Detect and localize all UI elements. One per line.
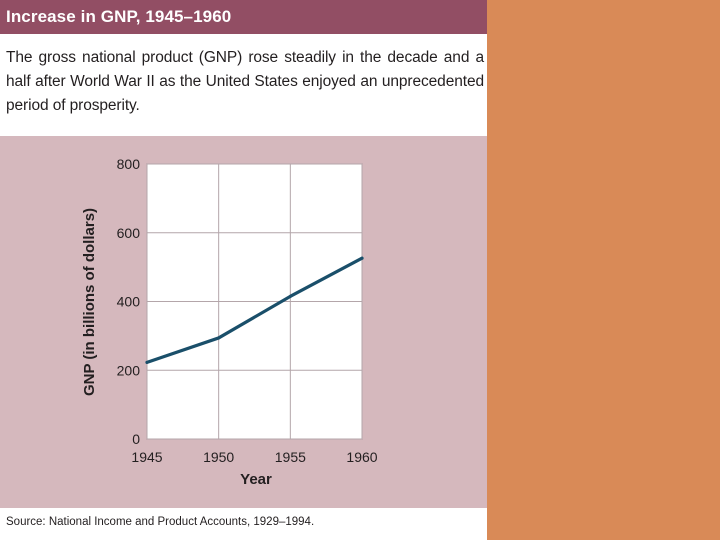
x-tick-label: 1960 xyxy=(346,449,377,465)
y-tick-label: 800 xyxy=(117,156,141,172)
y-axis-label: GNP (in billions of dollars) xyxy=(81,208,98,396)
gnp-data-point xyxy=(145,360,149,364)
x-tick-label: 1950 xyxy=(203,449,234,465)
x-tick-label: 1955 xyxy=(275,449,306,465)
source-note: Source: National Income and Product Acco… xyxy=(6,516,315,528)
figure-caption: The gross national product (GNP) rose st… xyxy=(6,49,484,114)
gnp-data-point xyxy=(360,256,364,260)
background-panel xyxy=(487,0,720,540)
gnp-series-line xyxy=(145,256,364,364)
figure-title: Increase in GNP, 1945–1960 xyxy=(0,0,487,34)
y-tick-label: 400 xyxy=(117,294,141,310)
gnp-data-point xyxy=(288,294,292,298)
figure: Increase in GNP, 1945–1960 The gross nat… xyxy=(0,0,487,528)
x-tick-label: 1945 xyxy=(131,449,162,465)
gnp-line-chart: 0 200 400 600 800 1945 1950 1955 1960 GNP (in bi… xyxy=(81,156,378,488)
x-axis-label: Year xyxy=(240,471,272,488)
y-tick-label: 0 xyxy=(132,431,140,447)
gnp-data-point xyxy=(217,336,221,340)
y-tick-label: 600 xyxy=(117,225,141,241)
y-tick-label: 200 xyxy=(117,362,141,378)
